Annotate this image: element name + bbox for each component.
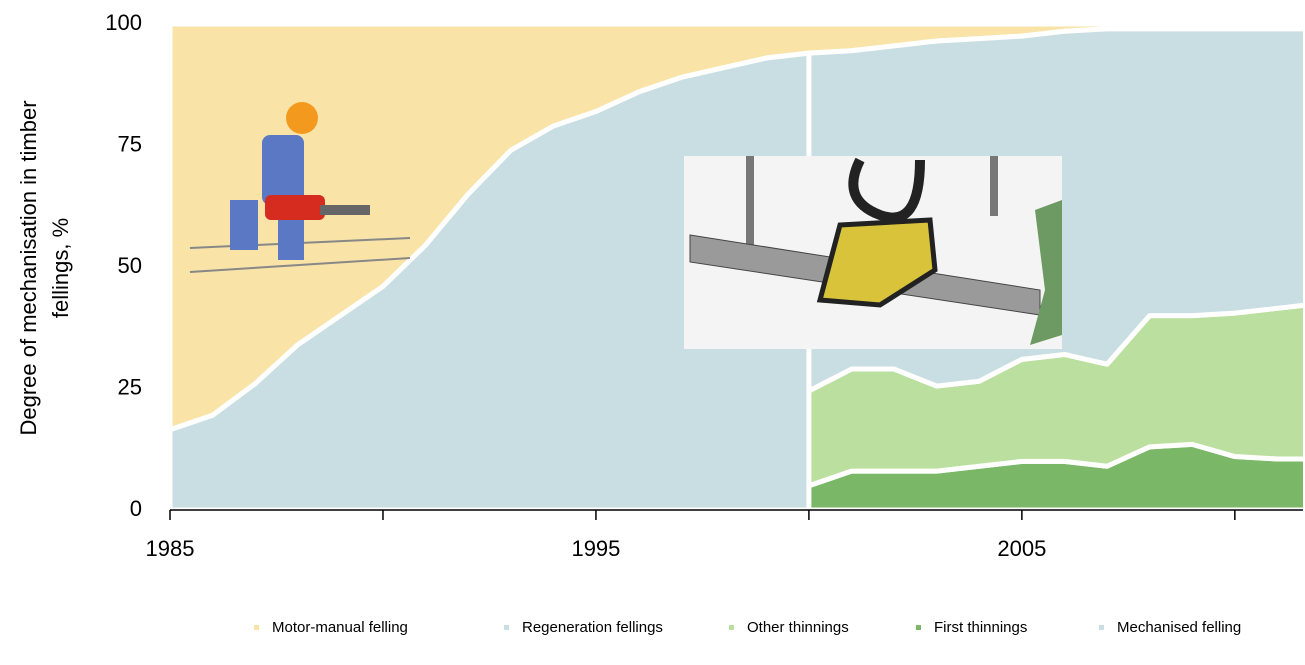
axes: 1985 1995 2005 0 25 50 75 100 xyxy=(105,10,1303,561)
y-tick-label: 0 xyxy=(130,496,142,521)
legend-swatch xyxy=(1099,625,1104,630)
y-axis-title: fellings, % xyxy=(48,218,73,318)
legend-label: Other thinnings xyxy=(747,619,849,636)
illustration-harvester xyxy=(684,156,1062,349)
legend-swatch xyxy=(916,625,921,630)
legend-label: Motor-manual felling xyxy=(272,619,408,636)
illustrations xyxy=(189,102,1062,349)
y-tick-label: 100 xyxy=(105,10,142,35)
legend-swatch xyxy=(504,625,509,630)
y-tick-label: 50 xyxy=(118,253,142,278)
x-tick-label: 1985 xyxy=(146,536,195,561)
x-tick-label: 2005 xyxy=(997,536,1046,561)
legend-swatch xyxy=(729,625,734,630)
legend-label: First thinnings xyxy=(934,619,1027,636)
y-tick-label: 75 xyxy=(118,131,142,156)
legend-label: Regeneration fellings xyxy=(522,619,663,636)
legend-label: Mechanised felling xyxy=(1117,619,1241,636)
y-tick-label: 25 xyxy=(118,374,142,399)
x-tick-label: 1995 xyxy=(571,536,620,561)
legend-swatch xyxy=(254,625,259,630)
legend: Motor-manual felling Regeneration felling… xyxy=(254,619,1241,636)
y-axis-title: Degree of mechanisation in timber xyxy=(16,100,41,435)
illustration-chainsaw xyxy=(189,102,411,273)
